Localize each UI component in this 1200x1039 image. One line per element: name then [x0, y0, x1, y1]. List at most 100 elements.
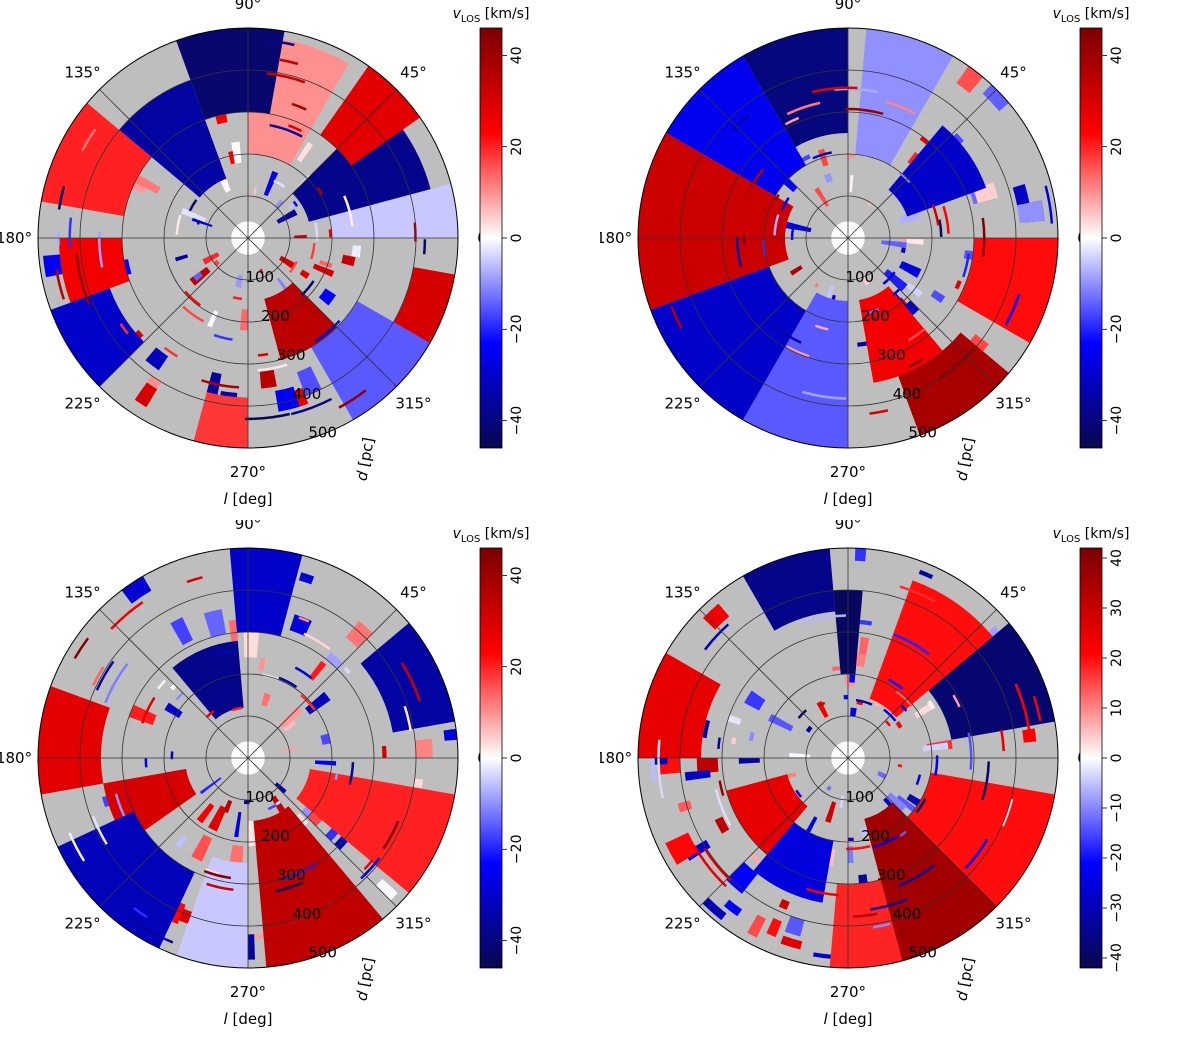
velocity-streak [981, 761, 990, 801]
velocity-cell [906, 239, 924, 245]
velocity-streak [422, 239, 427, 255]
velocity-cell [789, 752, 811, 758]
radial-tick-label: 400 [893, 385, 922, 403]
angular-gridline [847, 757, 997, 907]
velocity-cell [881, 240, 907, 249]
velocity-cell [747, 914, 767, 938]
velocity-streak [931, 203, 940, 226]
velocity-sector [743, 548, 836, 631]
velocity-sector [888, 125, 987, 217]
radial-tick-label: 200 [261, 307, 290, 325]
angular-gridline [847, 609, 997, 759]
angular-tick-label: 45° [400, 584, 427, 602]
velocity-streak [294, 666, 313, 680]
velocity-streak [897, 863, 936, 888]
angular-tick-label: 315° [995, 914, 1031, 932]
angular-gridline [847, 237, 997, 387]
colorbar-tick-label: −40 [509, 406, 525, 436]
y-axis-label: d [pc] [952, 436, 977, 482]
velocity-cell [319, 260, 333, 269]
velocity-streak [746, 168, 764, 196]
chart-svg: 0 45° 90° 135° 180° 225° 270° 315° 100 200 300 400 5… [0, 520, 529, 1028]
velocity-cell [296, 141, 314, 163]
velocity-streak [812, 151, 832, 160]
velocity-cell [744, 690, 766, 711]
angular-gridline [699, 757, 849, 907]
velocity-cell [121, 576, 152, 604]
colorbar-tick-label: 20 [509, 658, 525, 676]
velocity-streak [188, 199, 198, 212]
velocity-sector [638, 133, 794, 310]
velocity-cell [918, 569, 934, 580]
velocity-cell [766, 917, 782, 938]
velocity-cell [850, 707, 857, 717]
chart-svg: 0 45° 90° 135° 180° 225° 270° 315° 100 200 300 400 5… [0, 0, 529, 508]
velocity-streak [908, 358, 924, 368]
velocity-streak [717, 737, 721, 750]
radial-tick-label: 500 [908, 424, 937, 442]
velocity-cell [191, 217, 213, 227]
velocity-cell [307, 810, 324, 827]
velocity-cell [207, 310, 219, 328]
polar-frame [637, 547, 1059, 969]
colorbar-tick-label: −40 [509, 926, 525, 956]
velocity-streak [80, 128, 97, 152]
radial-tick-label: 300 [877, 346, 906, 364]
radial-tick-label: 100 [245, 268, 274, 286]
velocity-streak [883, 708, 897, 722]
angular-tick-label: 180° [600, 749, 632, 767]
velocity-streak [909, 348, 929, 363]
angular-gridline [99, 609, 249, 759]
velocity-cell [263, 170, 279, 197]
velocity-cell [276, 277, 287, 290]
velocity-streak [801, 614, 846, 625]
velocity-streak [942, 205, 950, 234]
velocity-streak [773, 214, 780, 236]
x-axis-label: l [deg] [824, 1010, 873, 1028]
velocity-cell [849, 175, 854, 192]
chart-svg: 0 45° 90° 135° 180° 225° 270° 315° 100 200 300 400 5… [600, 520, 1129, 1028]
velocity-cell [274, 386, 300, 412]
velocity-cell [886, 792, 907, 812]
velocity-sector [119, 80, 227, 198]
velocity-cell [843, 695, 848, 700]
velocity-streak [736, 237, 743, 267]
velocity-cell [723, 899, 743, 917]
velocity-cell [1012, 183, 1030, 209]
velocity-streak [806, 887, 839, 897]
velocity-cell [877, 771, 887, 779]
velocity-streak [141, 696, 156, 724]
colorbar-tick-label: 40 [1109, 46, 1125, 64]
velocity-cell [665, 832, 699, 865]
velocity-cell [738, 758, 760, 764]
velocity-sector [50, 288, 145, 387]
velocity-cell [914, 703, 932, 719]
angular-tick-label: 270° [830, 463, 866, 481]
velocity-streak [762, 240, 767, 257]
velocity-sector [360, 623, 455, 733]
velocity-streak [795, 789, 803, 798]
polar-frame [37, 27, 459, 449]
velocity-streak [300, 694, 316, 711]
angular-tick-label: 270° [230, 463, 266, 481]
velocity-streak [334, 772, 339, 780]
velocity-streak [413, 222, 417, 242]
angular-tick-label: 90° [835, 0, 862, 13]
velocity-cell [375, 878, 398, 901]
velocity-streak [119, 323, 129, 335]
velocity-cell [318, 288, 337, 306]
velocity-streak [731, 114, 751, 132]
velocity-cell [259, 268, 264, 274]
colorbar-tick-label: 10 [1109, 699, 1125, 717]
velocity-cell [381, 745, 387, 758]
velocity-cell [780, 935, 803, 950]
velocity-cell [846, 153, 856, 159]
velocity-streak [196, 220, 201, 225]
velocity-streak [900, 704, 908, 712]
velocity-cell [191, 834, 213, 862]
velocity-sector [928, 623, 1055, 740]
velocity-streak [298, 616, 310, 623]
velocity-streak [899, 585, 936, 603]
velocity-streak [887, 678, 904, 690]
radial-tick-label: 100 [845, 788, 874, 806]
